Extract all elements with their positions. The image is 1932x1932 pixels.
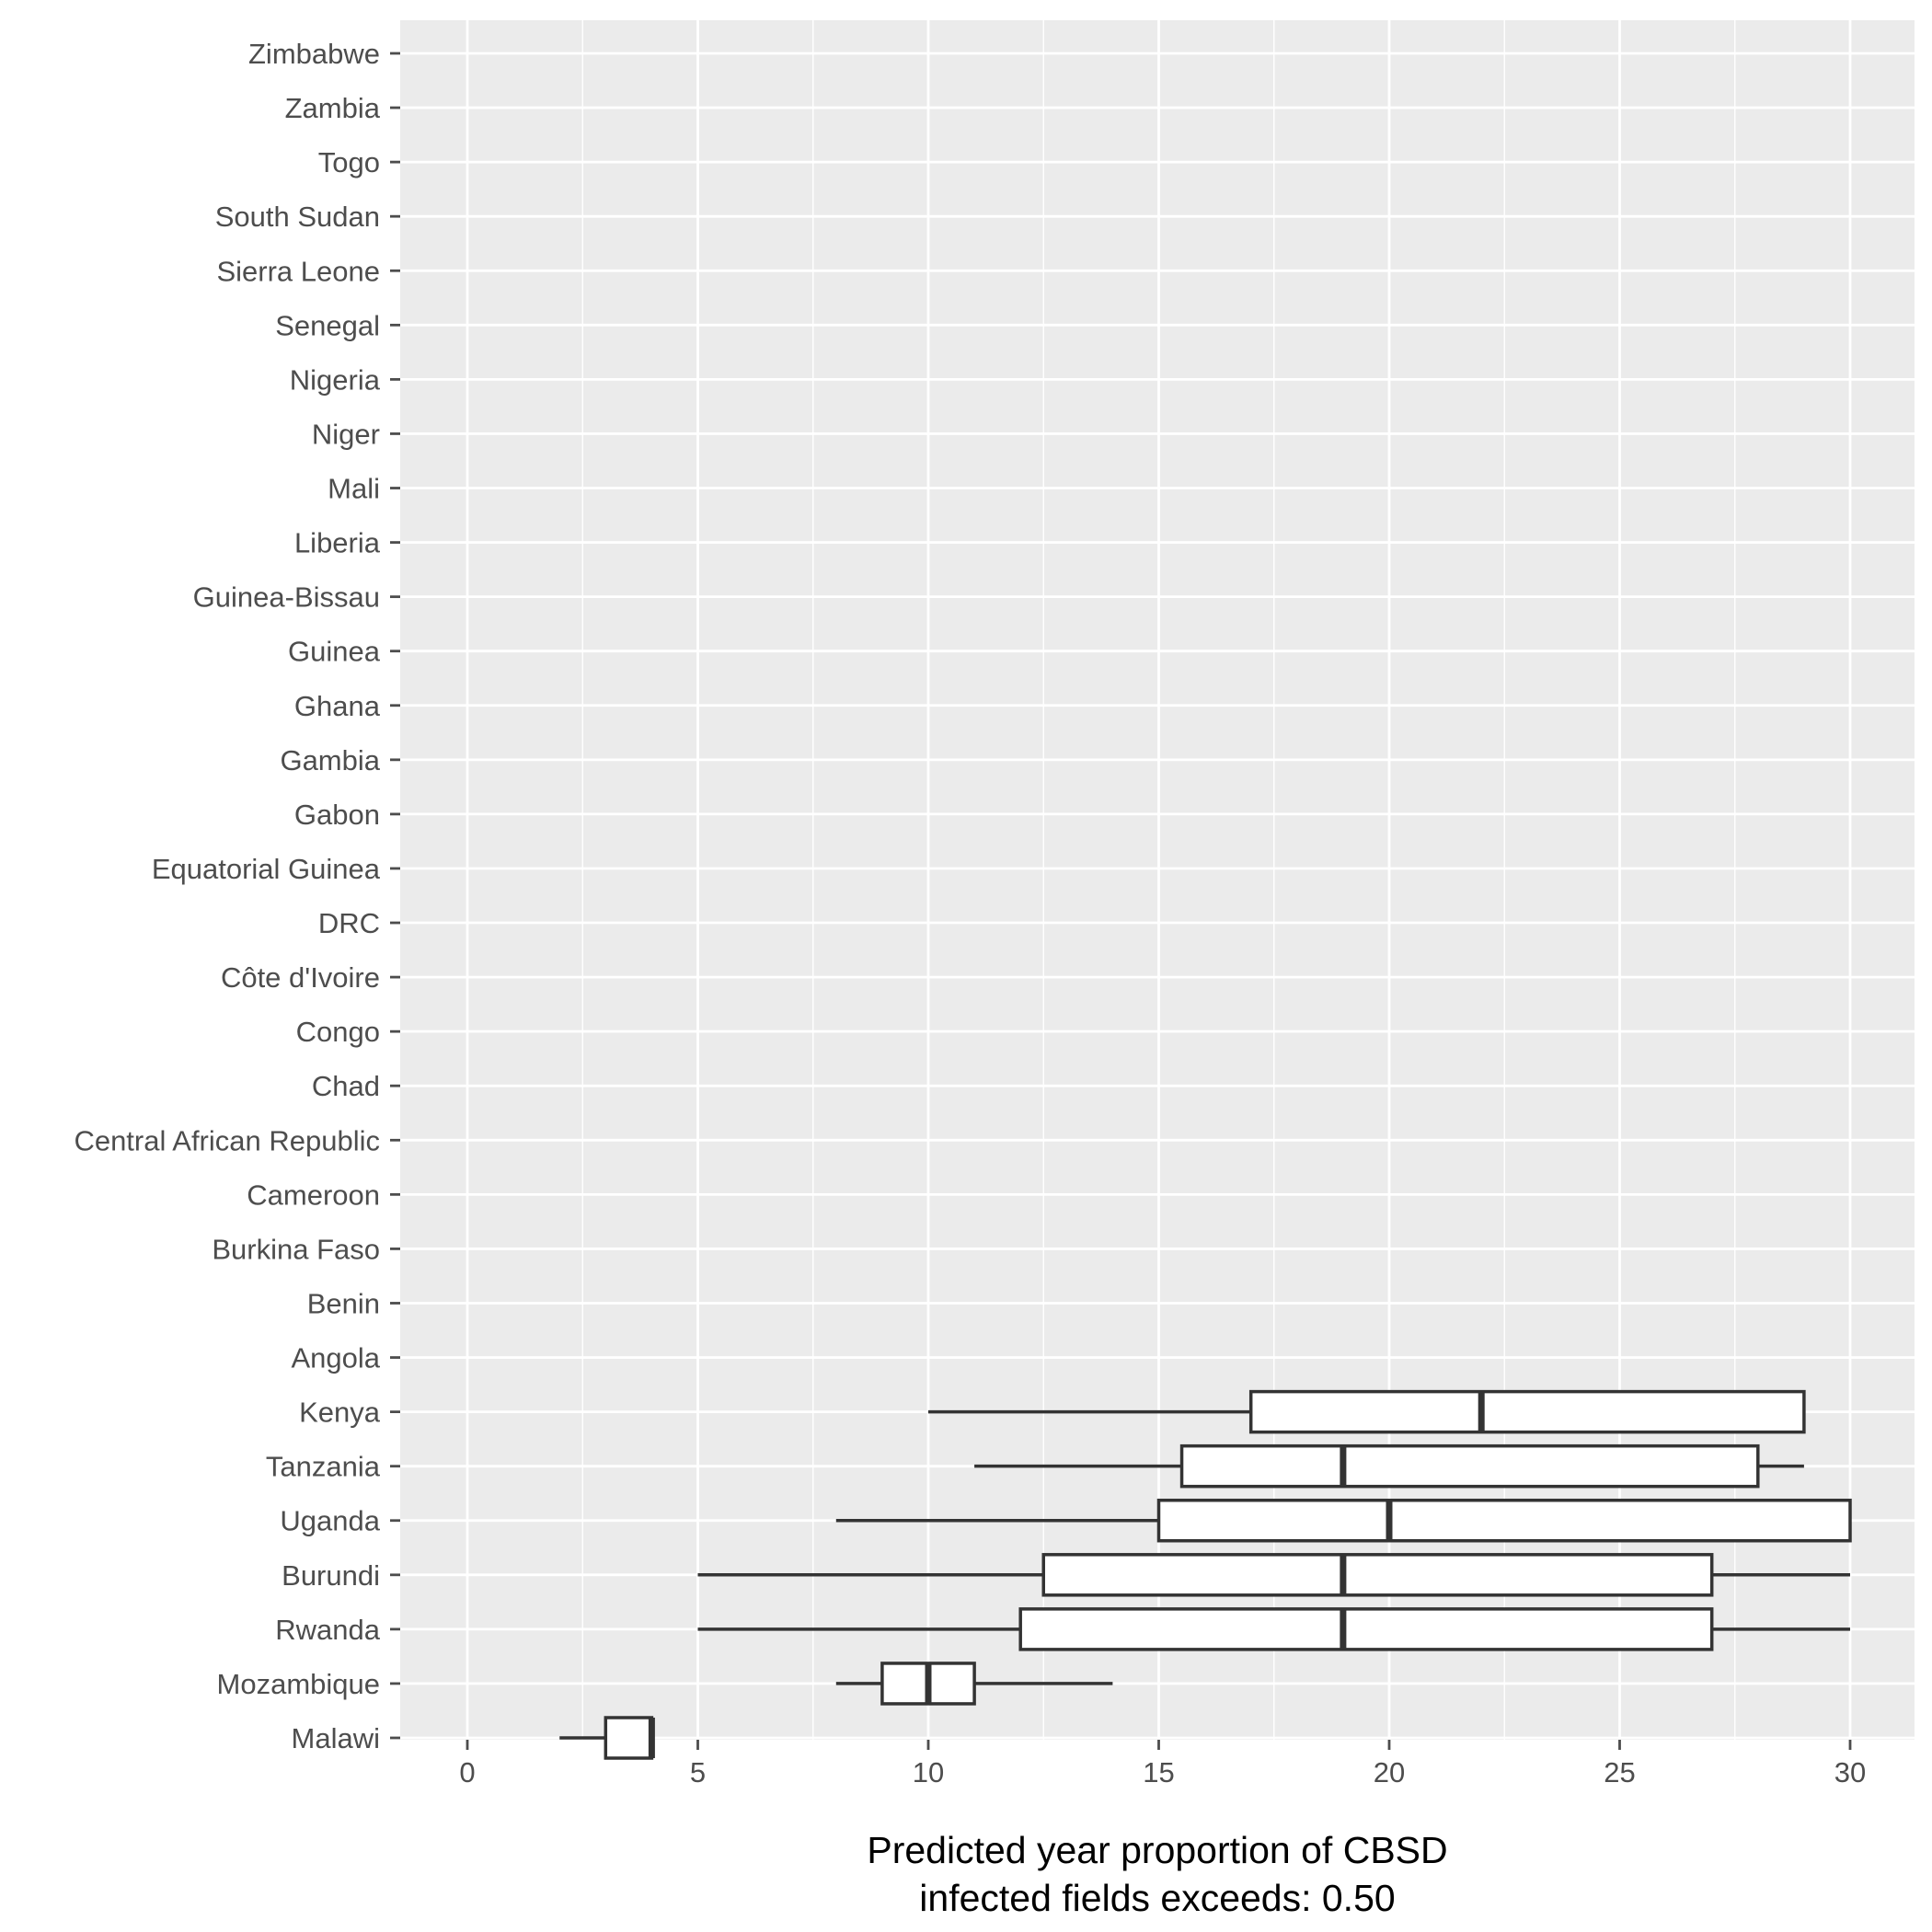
x-axis-title-line-2: infected fields exceeds: 0.50 bbox=[919, 1877, 1395, 1919]
y-tick-label: Gabon bbox=[294, 799, 380, 831]
y-tick-label: Ghana bbox=[294, 690, 381, 722]
x-tick-label: 20 bbox=[1374, 1756, 1405, 1788]
box-kenya bbox=[1248, 1389, 1806, 1434]
x-tick-label: 15 bbox=[1143, 1756, 1174, 1788]
x-axis: 0 5 10 15 20 25 30 bbox=[459, 1740, 1866, 1788]
box-malawi bbox=[604, 1716, 654, 1760]
x-axis-title-line-1: Predicted year proportion of CBSD bbox=[867, 1829, 1447, 1871]
y-axis: Zimbabwe Zambia Togo South Sudan Sierra Leon… bbox=[74, 38, 400, 1754]
y-tick-label: Congo bbox=[296, 1016, 380, 1048]
y-tick-label: Kenya bbox=[299, 1397, 381, 1429]
y-tick-label: Côte d'Ivoire bbox=[221, 961, 380, 994]
y-tick-label: South Sudan bbox=[215, 201, 380, 233]
x-tick-label: 5 bbox=[690, 1756, 706, 1788]
y-tick-label: Central African Republic bbox=[74, 1124, 380, 1156]
y-tick-label: Niger bbox=[312, 418, 380, 450]
y-tick-label: Uganda bbox=[280, 1505, 380, 1537]
y-tick-label: Equatorial Guinea bbox=[152, 853, 381, 885]
y-tick-label: Nigeria bbox=[290, 363, 381, 396]
y-tick-label: Guinea-Bissau bbox=[193, 581, 380, 614]
y-tick-label: Senegal bbox=[275, 309, 380, 341]
box-tanzania bbox=[1179, 1443, 1760, 1489]
y-tick-label: Mozambique bbox=[217, 1668, 380, 1700]
box-rwanda bbox=[1018, 1607, 1714, 1651]
y-tick-label: Togo bbox=[318, 146, 380, 178]
boxes-layer bbox=[559, 1389, 1852, 1760]
y-tick-label: Mali bbox=[328, 473, 380, 505]
x-tick-label: 25 bbox=[1604, 1756, 1635, 1788]
x-tick-label: 0 bbox=[459, 1756, 475, 1788]
y-tick-label: Malawi bbox=[292, 1722, 380, 1754]
box-uganda bbox=[1156, 1498, 1852, 1543]
y-tick-label: Cameroon bbox=[247, 1179, 380, 1211]
y-tick-label: DRC bbox=[318, 907, 380, 939]
y-tick-label: Tanzania bbox=[266, 1451, 381, 1483]
y-tick-label: Liberia bbox=[294, 527, 381, 559]
y-tick-label: Angola bbox=[291, 1342, 380, 1374]
box-burundi bbox=[1041, 1553, 1714, 1597]
y-tick-label: Chad bbox=[312, 1070, 380, 1102]
y-tick-label: Benin bbox=[307, 1287, 380, 1319]
y-tick-label: Guinea bbox=[288, 636, 381, 668]
x-tick-label: 10 bbox=[913, 1756, 944, 1788]
y-tick-label: Zimbabwe bbox=[248, 38, 380, 70]
x-tick-label: 30 bbox=[1834, 1756, 1866, 1788]
y-tick-label: Burundi bbox=[282, 1559, 380, 1592]
y-tick-label: Burkina Faso bbox=[212, 1233, 380, 1265]
y-tick-label: Sierra Leone bbox=[216, 255, 380, 287]
y-tick-label: Gambia bbox=[280, 744, 380, 776]
y-tick-label: Zambia bbox=[285, 92, 381, 124]
y-tick-label: Rwanda bbox=[275, 1614, 380, 1646]
